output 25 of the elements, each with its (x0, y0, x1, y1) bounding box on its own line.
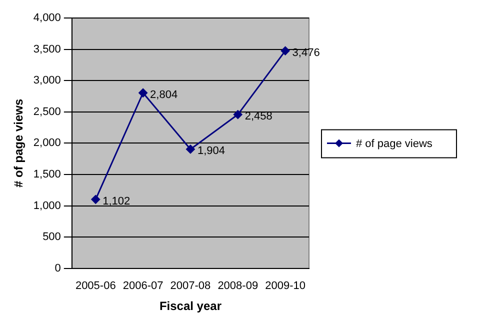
point (138, 88, 148, 98)
legend-label: # of page views (356, 138, 433, 150)
data-label: 2,804 (150, 88, 178, 101)
x-axis-title: Fiscal year (159, 299, 222, 314)
point (186, 144, 195, 154)
y-tick-label: 1,000 (33, 200, 61, 212)
x-tick-label: 2006-07 (122, 280, 164, 292)
y-tick-label: 500 (42, 231, 61, 244)
x-tick-label: 2008-09 (218, 280, 258, 292)
y-tick-label: 1,500 (33, 168, 61, 181)
point (280, 46, 290, 56)
y-tick-label: 2,000 (33, 137, 61, 150)
y-tick-label: 3,000 (33, 74, 61, 87)
y-tick-label: 4,000 (33, 12, 61, 24)
x-tick-label: 2005-06 (75, 280, 116, 292)
data-label: 1,904 (197, 145, 225, 158)
x-tick-label: 2009-10 (265, 280, 306, 292)
y-tick-label: 3,500 (33, 43, 61, 56)
y-tick-label: 2,500 (33, 106, 61, 118)
y-tick-label: 0 (54, 262, 61, 274)
data-label: 1,102 (102, 195, 130, 208)
point (91, 194, 100, 204)
x-tick-label: 2007-08 (170, 280, 211, 292)
y-axis-title: # of page views (12, 98, 26, 188)
point (233, 110, 242, 120)
